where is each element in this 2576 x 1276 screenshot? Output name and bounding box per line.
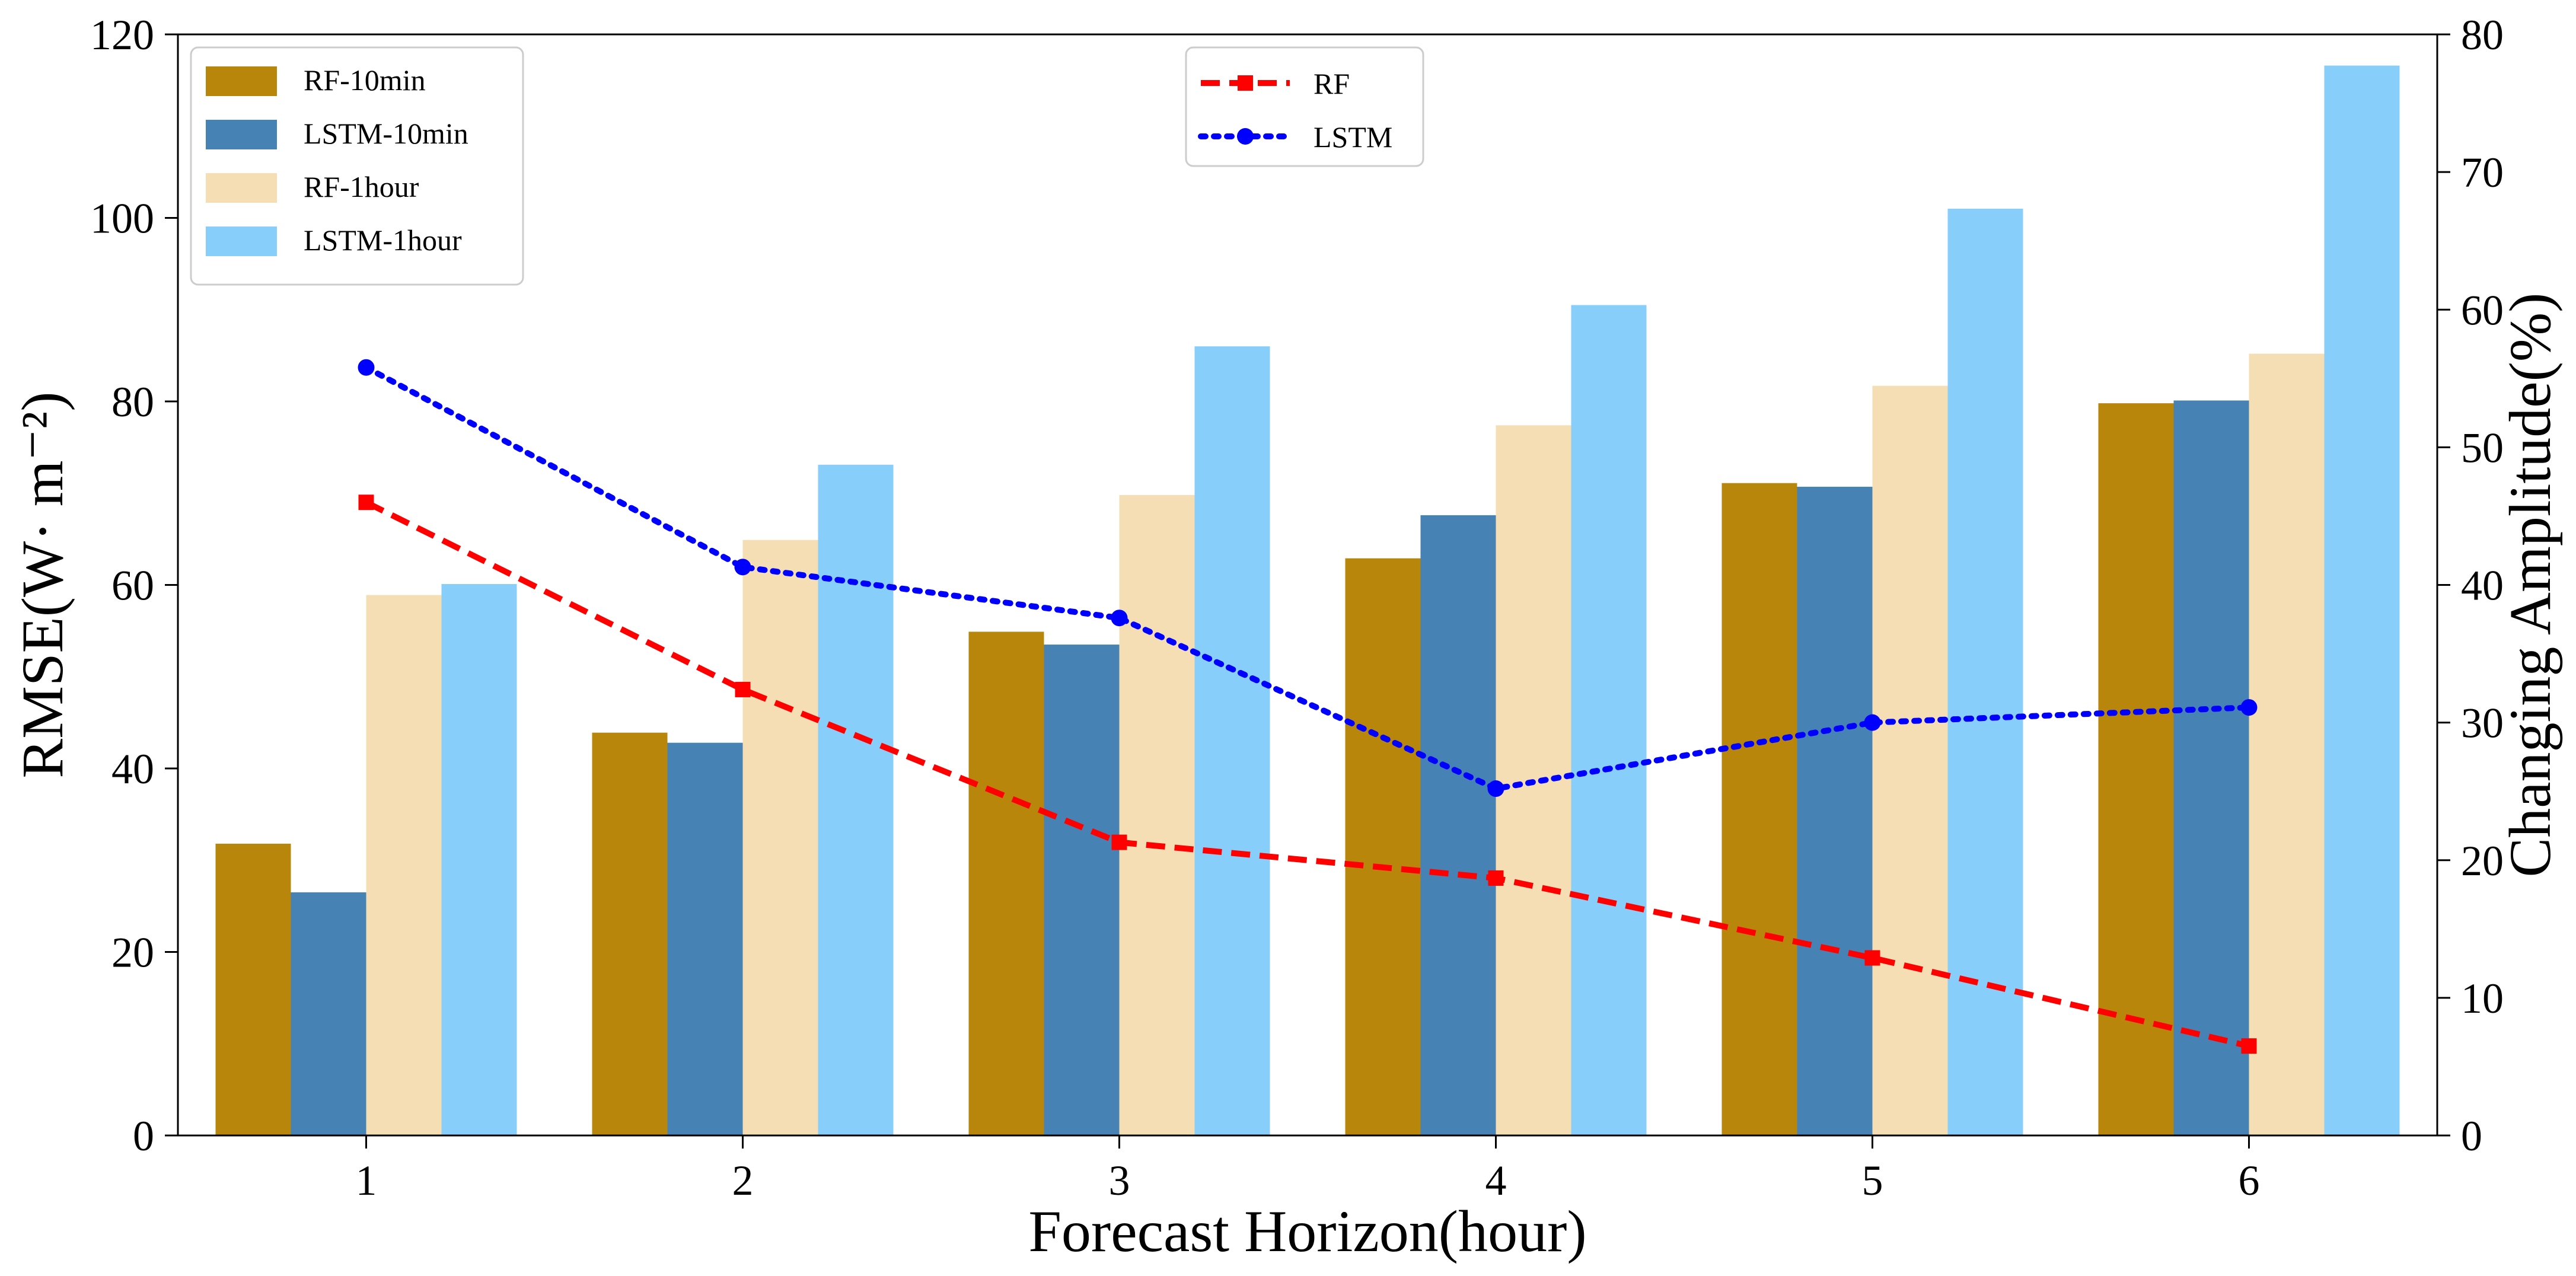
y2-tick-label-60: 60	[2461, 286, 2504, 334]
legend-label-rf-10min: RF-10min	[304, 63, 426, 97]
point-lstm-5	[1864, 714, 1881, 731]
legend-label-lstm: LSTM	[1313, 120, 1392, 154]
legend-marker-rf	[1238, 75, 1253, 91]
legend-swatch-lstm-10min	[206, 120, 277, 149]
bar-rf-10min-2	[592, 732, 668, 1135]
line-rf	[365, 499, 2250, 1049]
bar-rf-1hour-6	[2249, 353, 2325, 1135]
right-axis-ticks: 0 10 20 30 40 50 60 70 80	[2437, 11, 2504, 1160]
bar-lstm-10min-1	[291, 892, 366, 1135]
point-rf-2	[735, 681, 751, 697]
point-rf-3	[1111, 834, 1127, 850]
legend-bars: RF-10min LSTM-10min RF-1hour LSTM-1hour	[190, 46, 524, 286]
point-rf-4	[1488, 870, 1504, 886]
point-lstm-4	[1487, 780, 1504, 798]
bar-rf-10min-3	[968, 631, 1044, 1135]
x-tick-label-3: 3	[1109, 1157, 1130, 1204]
bar-lstm-10min-5	[1797, 486, 1873, 1135]
bar-lstm-1hour-5	[1947, 209, 2023, 1135]
point-rf-5	[1864, 950, 1880, 966]
bar-rf-1hour-3	[1119, 495, 1195, 1135]
bar-lstm-10min-6	[2173, 400, 2249, 1135]
y-tick-label-100: 100	[90, 195, 154, 243]
point-rf-1	[358, 495, 374, 511]
x-axis-ticks: 1 2 3 4 5 6	[356, 1135, 2260, 1204]
x-tick-label-5: 5	[1862, 1157, 1883, 1204]
x-axis-title: Forecast Horizon(hour)	[1028, 1198, 1586, 1264]
legend-marker-lstm	[1237, 128, 1254, 145]
y2-tick-label-40: 40	[2461, 562, 2504, 610]
bar-lstm-10min-3	[1044, 645, 1120, 1135]
y-tick-label-0: 0	[133, 1112, 154, 1160]
y-tick-label-20: 20	[111, 929, 154, 977]
y2-tick-label-30: 30	[2461, 700, 2504, 747]
point-lstm-2	[734, 559, 751, 576]
legend-bars-box	[190, 46, 524, 286]
bar-rf-1hour-5	[1872, 385, 1948, 1135]
y-tick-label-120: 120	[90, 11, 154, 59]
bar-lstm-1hour-1	[441, 583, 517, 1135]
point-lstm-3	[1111, 610, 1128, 627]
bar-rf-1hour-2	[742, 540, 818, 1135]
bar-lstm-1hour-3	[1194, 346, 1270, 1135]
legend-label-rf-1hour: RF-1hour	[304, 170, 419, 203]
bar-lstm-1hour-2	[818, 464, 894, 1135]
y2-tick-label-70: 70	[2461, 149, 2504, 196]
y-axis-title: RMSE(W· m⁻²)	[9, 391, 75, 778]
x-tick-label-6: 6	[2239, 1157, 2260, 1204]
line-lstm	[363, 364, 2252, 792]
legend-swatch-lstm-1hour	[206, 227, 277, 256]
legend-label-lstm-1hour: LSTM-1hour	[304, 224, 462, 257]
point-lstm-1	[358, 359, 375, 376]
legend-swatch-rf-10min	[206, 66, 277, 96]
y-tick-label-40: 40	[111, 745, 154, 793]
bar-lstm-10min-2	[667, 742, 743, 1135]
bar-rf-10min-4	[1345, 558, 1421, 1135]
bar-lstm-10min-4	[1420, 515, 1496, 1135]
bar-lstm-1hour-6	[2324, 65, 2400, 1136]
y-tick-label-80: 80	[111, 378, 154, 426]
y2-tick-label-20: 20	[2461, 837, 2504, 885]
legend-label-lstm-10min: LSTM-10min	[304, 117, 468, 150]
y-tick-label-60: 60	[111, 562, 154, 610]
point-rf-6	[2241, 1038, 2257, 1054]
y2-tick-label-10: 10	[2461, 975, 2504, 1022]
lines-layer	[358, 359, 2258, 1054]
y2-axis-title: Changing Amplitude(%)	[2497, 293, 2563, 878]
x-tick-label-2: 2	[732, 1157, 754, 1204]
point-lstm-6	[2240, 699, 2258, 716]
y2-tick-label-0: 0	[2461, 1112, 2482, 1160]
bars-layer	[215, 65, 2400, 1136]
y2-tick-label-80: 80	[2461, 11, 2504, 59]
legend-swatch-rf-1hour	[206, 173, 277, 203]
bar-lstm-1hour-4	[1571, 305, 1647, 1136]
legend-lines: RF LSTM	[1185, 46, 1424, 167]
bar-rf-10min-5	[1721, 483, 1797, 1135]
bar-rf-10min-1	[215, 843, 291, 1135]
y2-tick-label-50: 50	[2461, 424, 2504, 471]
legend-label-rf: RF	[1313, 67, 1350, 100]
x-tick-label-4: 4	[1485, 1157, 1507, 1204]
left-axis-ticks: 0 20 40 60 80 100 120	[90, 11, 178, 1160]
bar-rf-1hour-1	[366, 595, 442, 1135]
x-tick-label-1: 1	[356, 1157, 377, 1204]
